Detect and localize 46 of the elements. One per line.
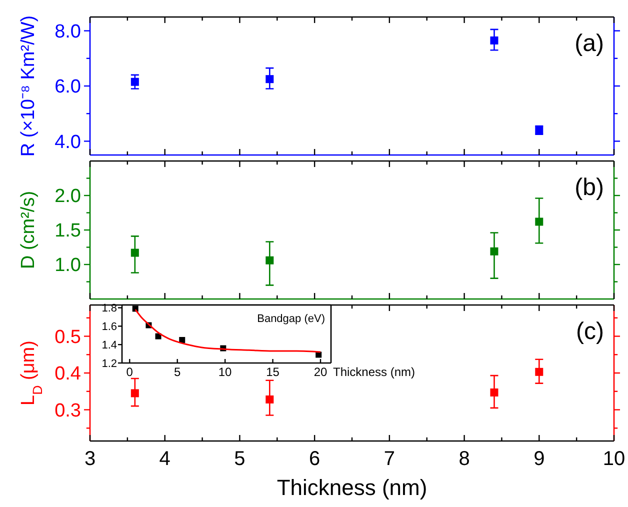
x-tick-label: 10 bbox=[218, 365, 232, 379]
point bbox=[130, 78, 139, 86]
x-tick-label: 5 bbox=[234, 448, 246, 470]
point bbox=[266, 395, 274, 404]
point bbox=[266, 75, 274, 84]
y-tick-label: 1.0 bbox=[54, 255, 81, 276]
point bbox=[535, 218, 544, 226]
point bbox=[490, 36, 498, 44]
y-axis-title: R (×10⁻⁸ Km²/W) bbox=[18, 15, 39, 157]
point bbox=[132, 306, 138, 312]
point bbox=[490, 247, 498, 256]
point bbox=[535, 368, 544, 376]
annotation: (c) bbox=[576, 318, 604, 345]
x-axis-title: Thickness (nm) bbox=[276, 475, 428, 500]
point bbox=[266, 256, 274, 264]
x-tick-label: 9 bbox=[534, 448, 545, 470]
x-tick-label: 7 bbox=[384, 448, 395, 470]
point bbox=[155, 333, 162, 340]
annotation: (a) bbox=[574, 30, 604, 57]
x-tick-label: 5 bbox=[174, 365, 182, 379]
x-tick-label: 6 bbox=[309, 448, 320, 470]
x-tick-label: 3 bbox=[84, 448, 96, 470]
y-tick-label: 0.4 bbox=[54, 364, 82, 385]
point bbox=[130, 248, 139, 257]
x-tick-label: 8 bbox=[458, 448, 470, 470]
y-tick-label: 4.0 bbox=[54, 132, 81, 153]
x-tick-label: 0 bbox=[126, 365, 134, 379]
y-tick-label: 1.2 bbox=[102, 358, 117, 370]
y-axis-title: Bandgap (eV) bbox=[257, 313, 325, 325]
y-axis-title: D (cm²/s) bbox=[18, 190, 39, 270]
y-tick-label: 1.5 bbox=[54, 220, 81, 242]
annotation: (b) bbox=[574, 174, 604, 201]
y-tick-label: 6.0 bbox=[54, 76, 81, 98]
x-tick-label: 20 bbox=[314, 365, 328, 379]
y-tick-label: 2.0 bbox=[54, 186, 81, 208]
point bbox=[490, 388, 498, 396]
y-tick-label: 0.3 bbox=[54, 400, 81, 422]
x-tick-label: 15 bbox=[266, 365, 280, 379]
x-tick-label: 10 bbox=[602, 448, 626, 470]
y-tick-label: 1.4 bbox=[102, 339, 117, 352]
x-axis-title: Thickness (nm) bbox=[333, 365, 416, 379]
y-tick-label: 1.6 bbox=[102, 321, 117, 334]
y-tick-label: 8.0 bbox=[54, 21, 81, 42]
x-tick-label: 4 bbox=[159, 448, 170, 470]
point bbox=[130, 389, 139, 398]
y-tick-label: 0.5 bbox=[54, 326, 81, 348]
